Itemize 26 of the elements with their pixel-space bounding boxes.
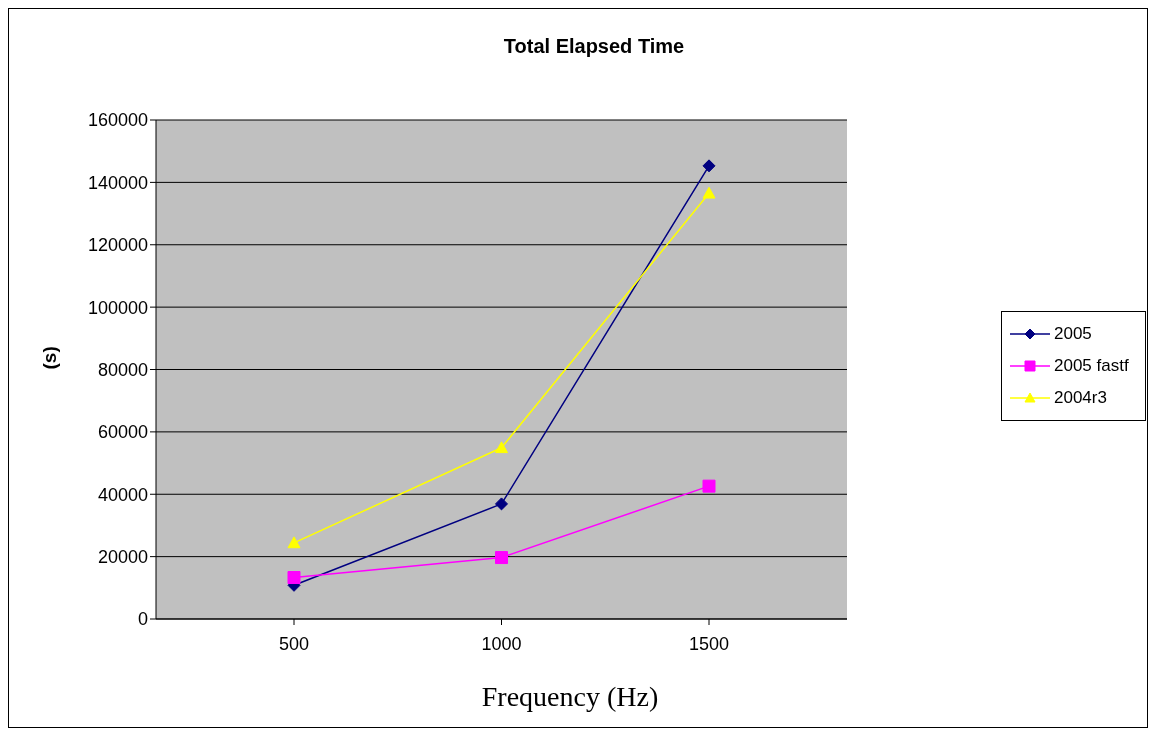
x-tick-label: 500 xyxy=(278,633,310,654)
y-tick-label: 100000 xyxy=(87,297,148,318)
x-tick-label: 1000 xyxy=(481,633,522,654)
legend-label: 2004r3 xyxy=(1054,388,1107,408)
point xyxy=(702,479,716,493)
point xyxy=(287,536,301,549)
legend-label: 2005 xyxy=(1054,324,1092,344)
point xyxy=(287,571,301,585)
x-axis-title: Frequency (Hz) xyxy=(480,681,660,713)
x-tick-label: 1500 xyxy=(688,633,730,654)
y-tick-label: 40000 xyxy=(97,484,148,505)
y-tick-label: 0 xyxy=(137,609,148,630)
legend-label: 2005 fastf xyxy=(1054,356,1129,376)
y-tick-label: 160000 xyxy=(87,110,148,131)
y-tick-label: 80000 xyxy=(97,359,148,380)
y-tick-label: 20000 xyxy=(97,547,148,568)
chart-title: Total Elapsed Time xyxy=(502,35,686,58)
point xyxy=(702,159,716,173)
point xyxy=(495,441,508,454)
point xyxy=(702,186,716,199)
y-tick-label: 140000 xyxy=(87,172,148,193)
y-tick-label: 120000 xyxy=(87,235,148,256)
point xyxy=(495,551,508,565)
y-tick-label: 60000 xyxy=(97,422,148,443)
y-axis-title: (s) xyxy=(38,346,60,370)
point xyxy=(495,497,508,511)
